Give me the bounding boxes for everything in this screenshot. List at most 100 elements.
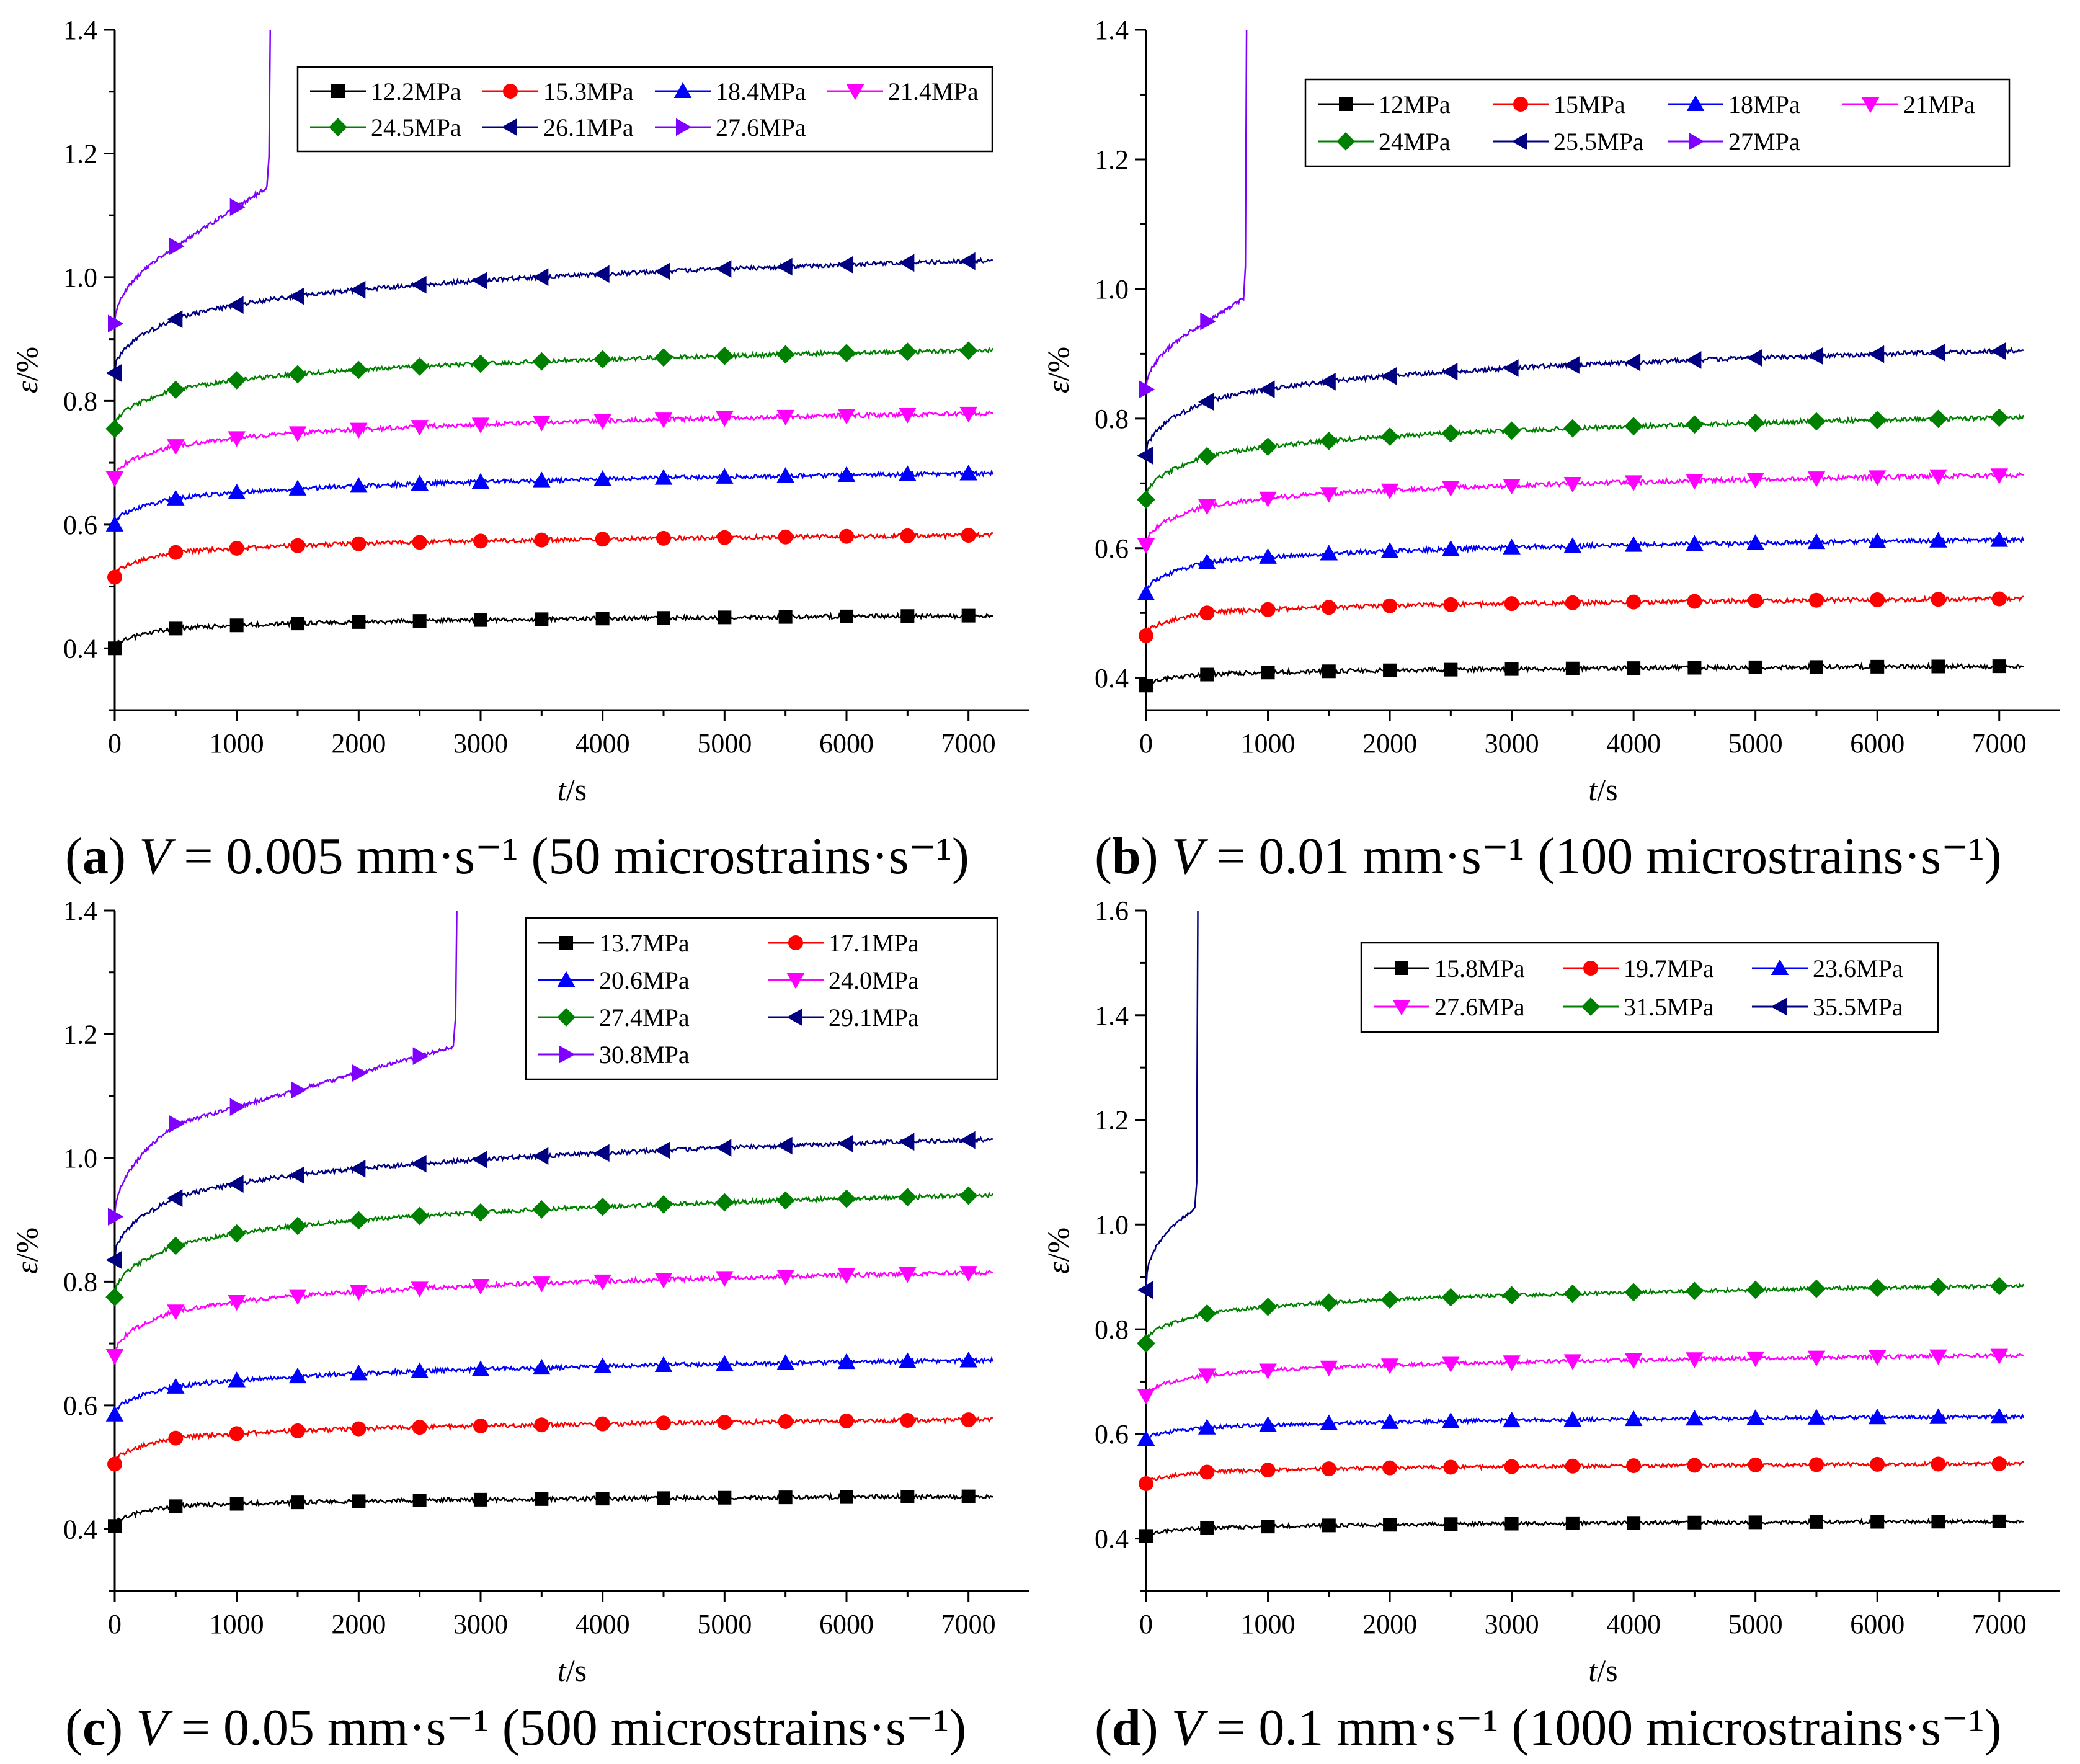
series-31.5MPa — [1137, 1276, 2025, 1353]
data-point-marker — [1807, 347, 1823, 365]
data-point-marker — [1746, 1280, 1765, 1299]
data-point-marker — [167, 1189, 183, 1208]
data-point-marker — [288, 479, 307, 496]
legend-label: 21.4MPa — [888, 78, 979, 105]
legend-marker — [559, 936, 573, 950]
data-point-marker — [837, 466, 856, 482]
y-tick-label: 0.6 — [1095, 1419, 1129, 1450]
data-point-marker — [1139, 380, 1155, 399]
legend-label: 24MPa — [1379, 128, 1451, 156]
legend-label: 23.6MPa — [1813, 955, 1903, 982]
y-tick-label: 0.8 — [63, 386, 97, 416]
legend-item: 24.0MPa — [768, 966, 919, 994]
data-point-marker — [656, 530, 671, 546]
data-point-marker — [654, 1195, 673, 1214]
legend-item: 17.1MPa — [768, 929, 919, 957]
series-line-30.8MPa — [113, 910, 458, 1215]
data-point-marker — [473, 1419, 488, 1434]
caption-d-text: = 0.1 mm·s⁻¹ (1000 microstrains·s⁻¹) — [1216, 1699, 2002, 1757]
legend-item: 25.5MPa — [1493, 128, 1644, 156]
data-point-marker — [227, 371, 246, 390]
x-axis-label-var: t — [558, 772, 567, 807]
y-tick-label: 0.6 — [63, 510, 97, 540]
data-point-marker — [1808, 1457, 1824, 1472]
x-tick-label: 6000 — [1850, 728, 1904, 759]
series-line-26.1MPa — [113, 257, 993, 375]
data-point-marker — [1137, 1389, 1155, 1405]
data-point-marker — [1624, 1410, 1643, 1427]
data-point-marker — [229, 618, 244, 633]
x-axis-label-unit: /s — [566, 772, 587, 807]
data-point-marker — [1442, 481, 1460, 497]
data-point-marker — [1259, 491, 1277, 508]
data-point-marker — [533, 416, 551, 432]
data-point-marker — [1687, 1515, 1702, 1530]
data-point-marker — [1261, 1520, 1275, 1534]
series-27.6MPa — [1137, 1348, 2024, 1405]
data-point-marker — [898, 342, 917, 362]
y-tick-label: 1.4 — [1095, 1000, 1129, 1031]
x-tick-label: 4000 — [576, 728, 630, 759]
series-line-13.7MPa — [113, 1492, 993, 1529]
data-point-marker — [166, 380, 185, 399]
caption-b-var: V — [1171, 827, 1203, 885]
legend-item: 18.4MPa — [655, 78, 806, 105]
legend-marker — [1583, 961, 1598, 976]
data-point-marker — [1503, 478, 1521, 495]
data-point-marker — [1626, 1458, 1642, 1474]
data-point-marker — [534, 532, 549, 548]
x-axis-label-var: t — [1588, 772, 1598, 807]
data-point-marker — [1990, 1348, 2009, 1365]
caption-d-letter: d — [1111, 1699, 1141, 1757]
y-tick-label: 0.4 — [1095, 663, 1129, 693]
legend-item: 13.7MPa — [538, 929, 690, 957]
series-26.1MPa — [105, 252, 993, 382]
y-axis-label: ε/% — [1041, 347, 1075, 393]
data-point-marker — [411, 275, 427, 294]
data-point-marker — [1748, 1515, 1762, 1530]
data-point-marker — [1746, 1409, 1764, 1425]
data-point-marker — [535, 612, 549, 626]
data-point-marker — [1258, 437, 1278, 457]
data-point-marker — [411, 1281, 429, 1298]
legend-marker — [673, 82, 692, 98]
series-line-24.0MPa — [113, 1268, 993, 1357]
y-axis-label: ε/% — [9, 1227, 44, 1274]
data-point-marker — [1686, 351, 1702, 369]
data-point-marker — [105, 471, 124, 488]
data-point-marker — [1929, 1349, 1947, 1365]
data-point-marker — [716, 1271, 734, 1287]
y-tick-label: 1.2 — [63, 138, 97, 169]
data-point-marker — [228, 1294, 246, 1311]
chart-panel-d: 0 1000 2000 3000 4000 5000 6000 7000 0.4 0.6 0.8 1.… — [1041, 896, 2060, 1688]
legend-marker — [1686, 95, 1705, 111]
data-point-marker — [1322, 664, 1336, 679]
data-point-marker — [105, 1405, 124, 1422]
data-point-marker — [1198, 393, 1214, 411]
data-point-marker — [1746, 413, 1765, 432]
data-point-marker — [1137, 1334, 1155, 1353]
data-point-marker — [1504, 1459, 1519, 1474]
data-point-marker — [1990, 468, 2009, 484]
series-24.5MPa — [105, 341, 994, 439]
legend-label: 27.4MPa — [599, 1004, 690, 1031]
x-axis-label-unit: /s — [1597, 772, 1617, 807]
data-point-marker — [1746, 349, 1762, 367]
data-point-marker — [1870, 1515, 1885, 1529]
legend-label: 24.5MPa — [371, 114, 461, 141]
legend-label: 15MPa — [1553, 91, 1625, 118]
data-point-marker — [288, 1166, 304, 1184]
series-line-27.6MPa — [1145, 1352, 2024, 1397]
data-point-marker — [593, 350, 612, 369]
x-tick-label: 7000 — [1972, 728, 2027, 759]
data-point-marker — [654, 469, 673, 485]
data-point-marker — [840, 1490, 853, 1504]
data-point-marker — [1444, 1517, 1458, 1531]
data-point-marker — [105, 1349, 124, 1365]
data-point-marker — [961, 528, 976, 543]
data-point-marker — [1321, 600, 1336, 615]
x-tick-label: 0 — [1139, 1609, 1153, 1639]
data-point-marker — [1139, 628, 1153, 643]
data-point-marker — [1565, 595, 1580, 610]
y-axis-label-unit: /% — [1041, 1227, 1075, 1262]
